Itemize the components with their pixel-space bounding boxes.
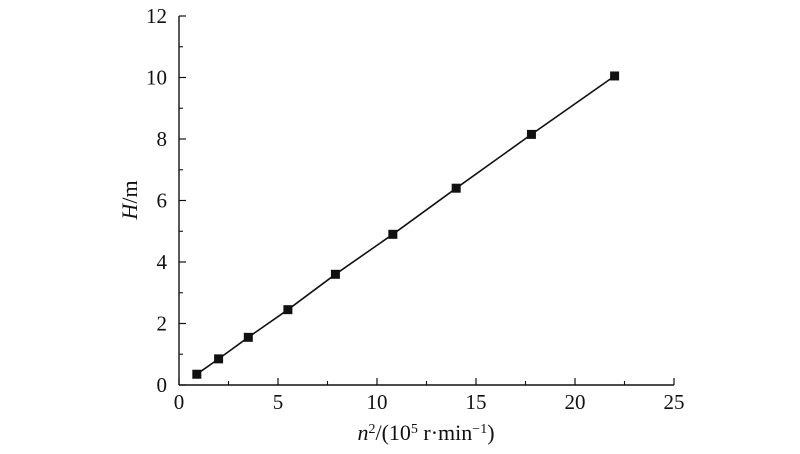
data-point <box>526 129 536 139</box>
series-layer <box>192 71 620 379</box>
data-point <box>192 369 202 379</box>
x-axis-title: n2/(105 r·min−1) <box>357 420 494 445</box>
y-tick-label: 6 <box>157 189 168 213</box>
x-tick-label: 5 <box>273 390 284 414</box>
data-point <box>283 305 293 315</box>
data-point <box>214 354 224 364</box>
axes <box>178 16 674 386</box>
x-tick-label: 10 <box>367 390 388 414</box>
data-point <box>243 332 253 342</box>
data-point <box>451 183 461 193</box>
y-tick-label: 12 <box>146 4 167 28</box>
x-tick-label: 25 <box>664 390 685 414</box>
y-tick-label: 10 <box>146 66 167 90</box>
x-tick-label: 20 <box>565 390 586 414</box>
y-tick-label: 0 <box>157 373 168 397</box>
y-tick-label: 8 <box>157 127 168 151</box>
y-tick-label: 2 <box>157 312 168 336</box>
y-tick-label: 4 <box>157 250 168 274</box>
data-point <box>388 229 398 239</box>
x-tick-label: 15 <box>466 390 487 414</box>
series-line <box>196 75 616 375</box>
axis-titles: H/m n2/(105 r·min−1) <box>117 180 495 445</box>
ticks: 0 5 10 15 20 25 0 2 4 6 8 10 12 <box>146 4 685 414</box>
y-axis-title: H/m <box>117 180 142 220</box>
x-tick-label: 0 <box>174 390 185 414</box>
data-point <box>610 71 620 81</box>
data-point <box>330 269 340 279</box>
